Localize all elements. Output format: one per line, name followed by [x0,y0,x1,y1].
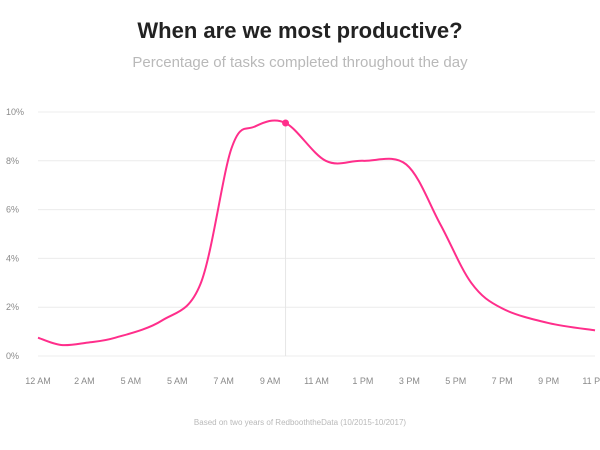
x-tick-label: 5 PM [445,376,466,386]
x-tick-label: 5 AM [121,376,142,386]
x-tick-label: 3 PM [399,376,420,386]
x-tick-label: 1 PM [352,376,373,386]
chart-footnote: Based on two years of RedbooththeData (1… [193,418,407,427]
peak-data-point[interactable] [282,119,290,127]
chart-title: When are we most productive? [137,18,463,43]
y-tick-label: 4% [6,253,19,263]
y-tick-label: 8% [6,156,19,166]
x-tick-label: 2 AM [74,376,95,386]
series-line [37,119,596,347]
x-tick-label: 7 PM [492,376,513,386]
x-tick-label: 9 AM [260,376,281,386]
x-tick-label: 11 PM [582,376,600,386]
x-tick-label: 12 AM [25,376,51,386]
chart-subtitle: Percentage of tasks completed throughout… [132,54,468,71]
y-tick-label: 6% [6,205,19,215]
y-tick-label: 0% [6,351,19,361]
x-tick-label: 7 AM [213,376,234,386]
x-tick-label: 11 AM [304,376,329,386]
x-tick-label: 9 PM [538,376,559,386]
y-tick-label: 10% [6,107,24,117]
y-tick-label: 2% [6,302,19,312]
x-tick-label: 5 AM [167,376,188,386]
